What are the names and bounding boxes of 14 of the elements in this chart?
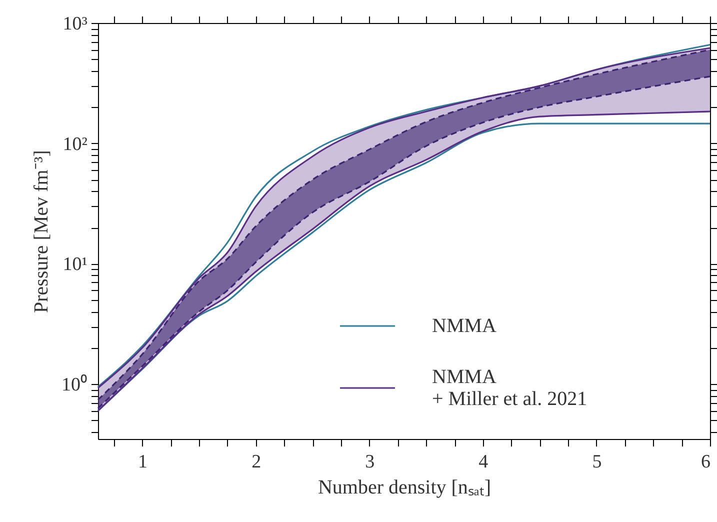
legend-label: NMMA + Miller et al. 2021 — [432, 366, 588, 410]
x-tick-label: 2 — [252, 452, 262, 472]
x-tick-label: 1 — [138, 452, 148, 472]
x-tick-label: 4 — [478, 452, 489, 472]
y-tick-label: 10³ — [62, 14, 88, 34]
y-axis-title: Pressure [Mev fm⁻³] — [30, 150, 52, 313]
y-tick-label: 10¹ — [62, 254, 88, 276]
legend-label: NMMA — [432, 315, 498, 337]
y-tick-label: 10⁰ — [62, 374, 88, 396]
y-tick-label: 10² — [62, 134, 88, 155]
x-tick-label: 3 — [365, 452, 375, 472]
x-tick-label: 6 — [701, 452, 710, 472]
x-axis-title: Number density [nₛₐₜ] — [318, 476, 492, 498]
x-tick-label: 5 — [592, 452, 602, 472]
